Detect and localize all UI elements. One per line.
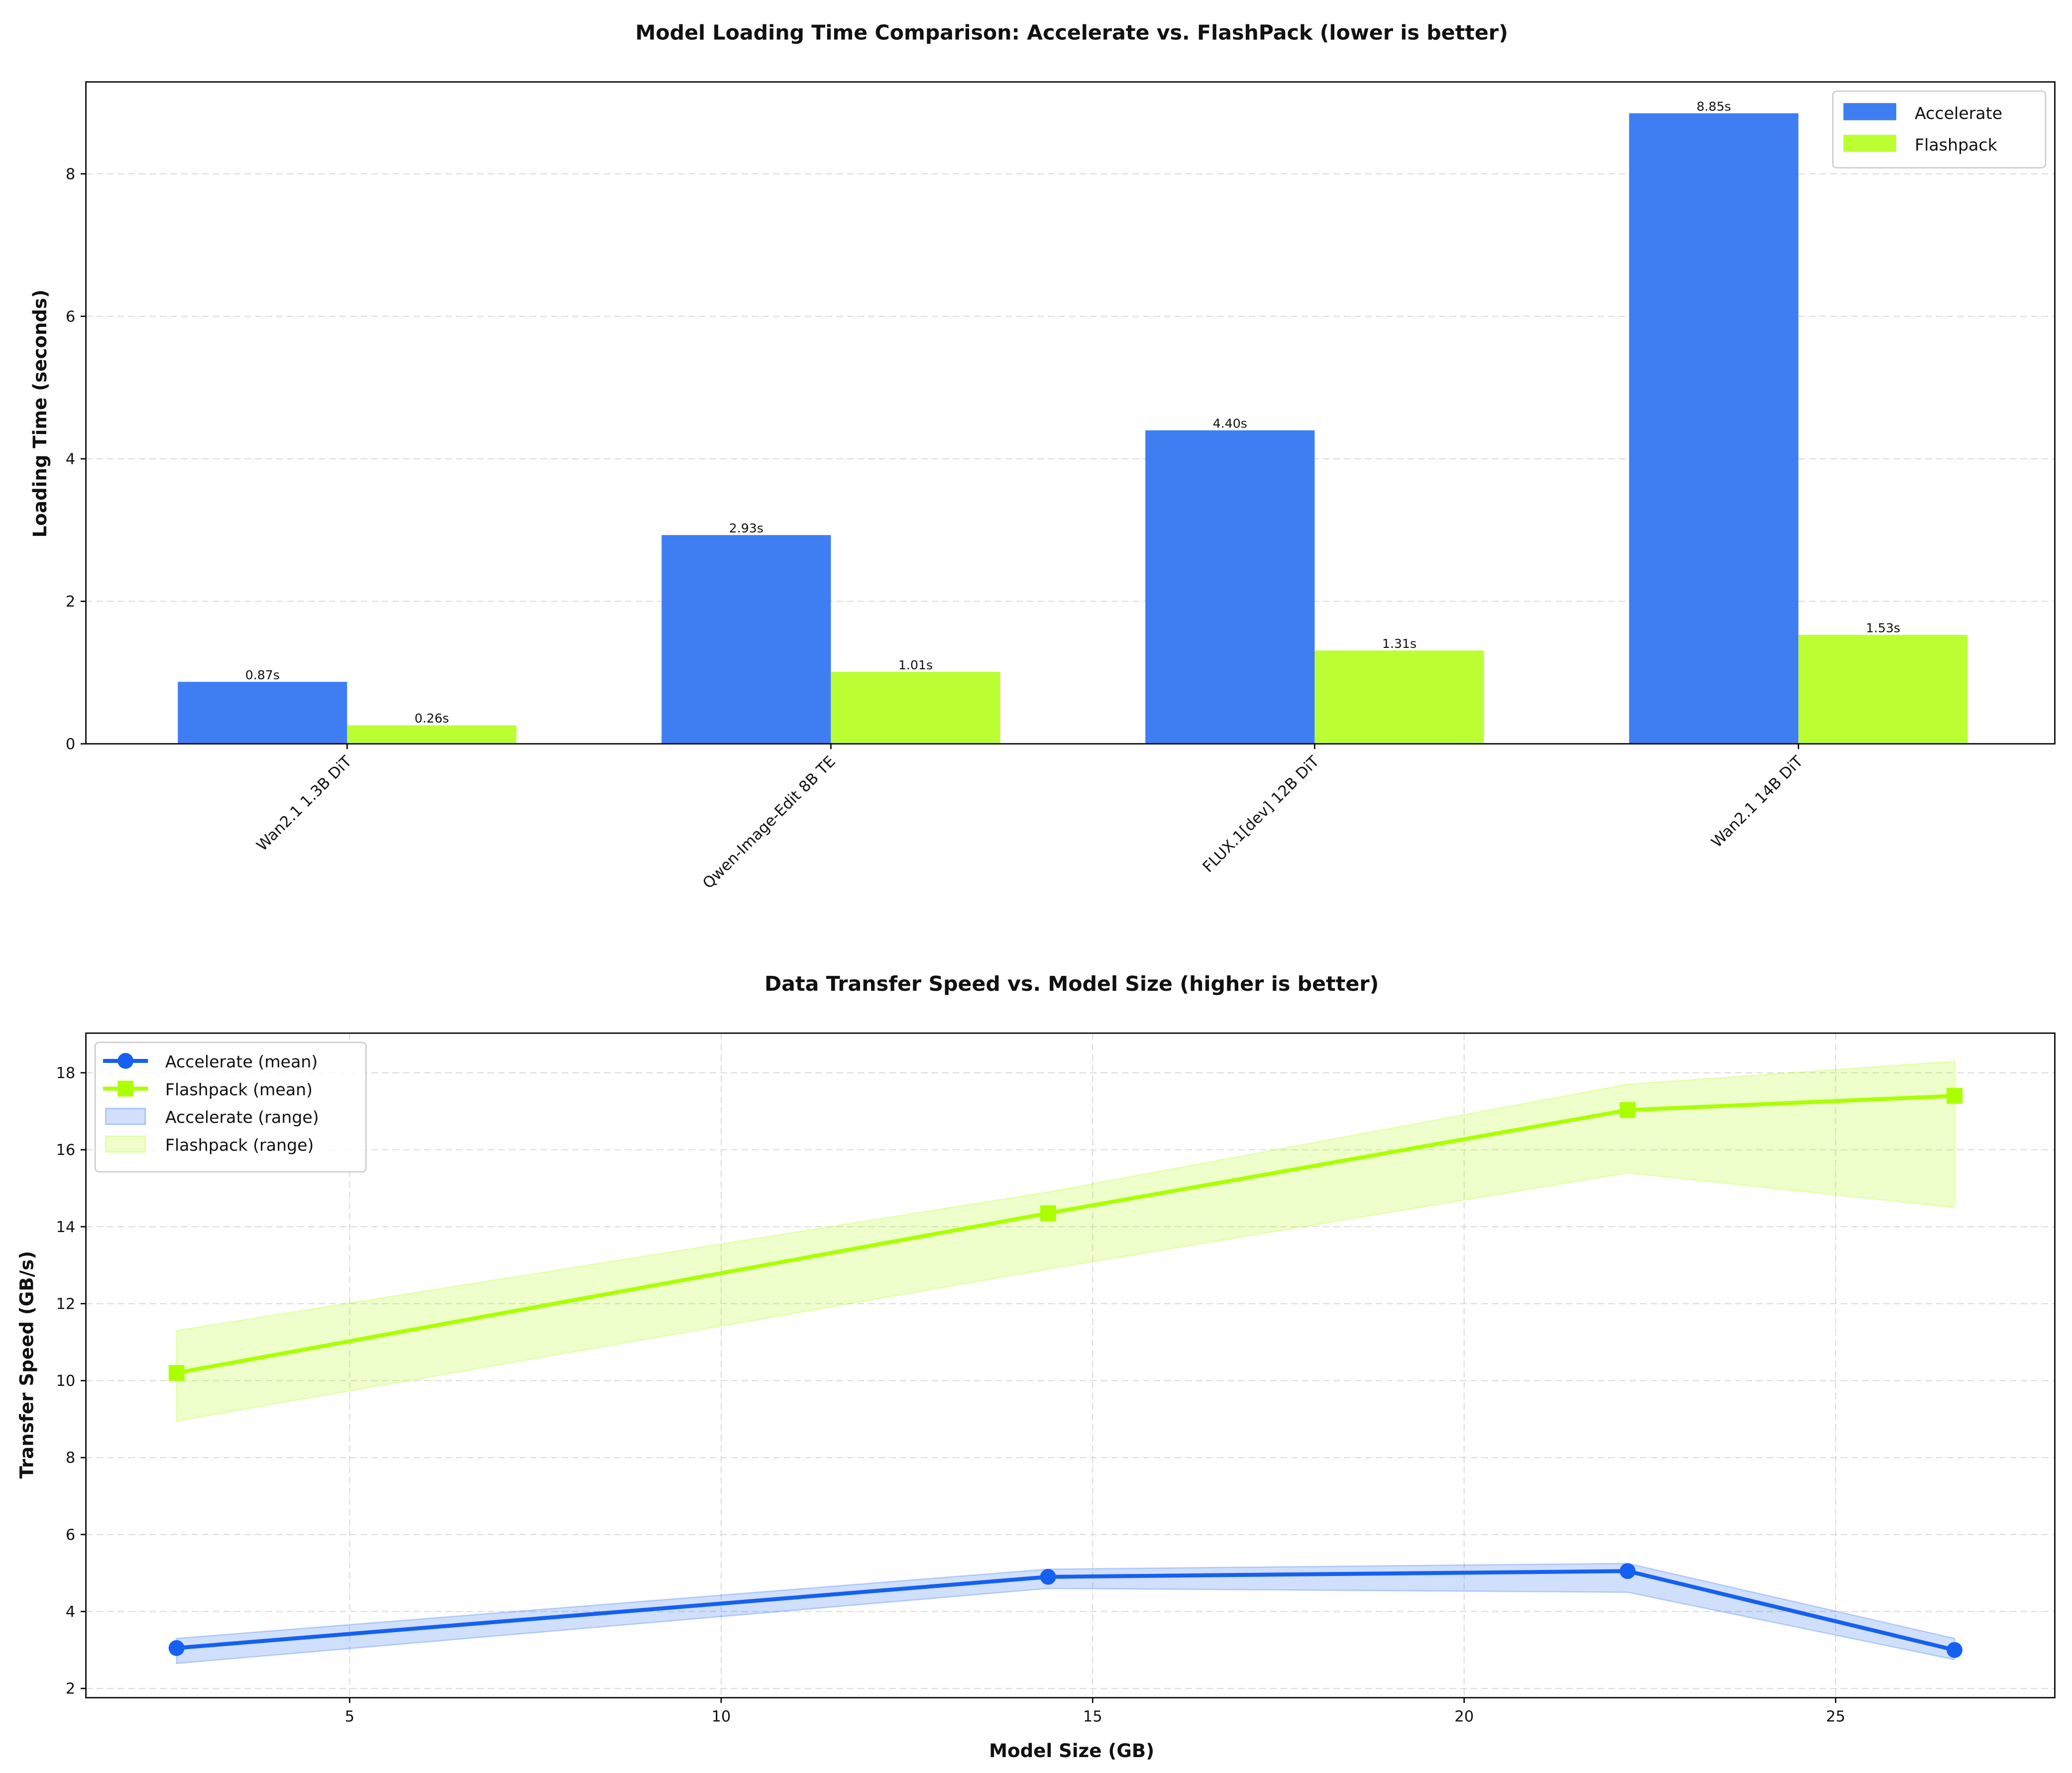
bar-flashpack	[347, 725, 517, 744]
legend-label: Flashpack	[1915, 135, 1998, 155]
legend-label: Flashpack (mean)	[165, 1080, 313, 1099]
legend-box	[1832, 90, 2047, 169]
y-tick-label: 8	[66, 166, 75, 183]
data-point	[1620, 1563, 1636, 1579]
legend-marker	[117, 1053, 134, 1069]
data-point	[1947, 1642, 1963, 1658]
x-tick-label: 5	[345, 1708, 354, 1725]
legend-swatch	[1843, 134, 1896, 152]
data-point	[1620, 1102, 1636, 1118]
data-label: 1.53s	[1866, 621, 1900, 635]
x-tick-label: 10	[711, 1708, 731, 1725]
legend-label: Accelerate (mean)	[165, 1052, 318, 1071]
y-tick-label: 4	[66, 1603, 75, 1621]
x-tick-label: 25	[1826, 1708, 1846, 1725]
range-band	[176, 1563, 1956, 1665]
plot-frame	[85, 1032, 2056, 1698]
y-axis-label-top: Loading Time (seconds)	[29, 290, 51, 538]
y-tick-label: 0	[66, 735, 75, 753]
bar-flashpack	[1798, 634, 1968, 744]
legend-swatch	[1843, 103, 1896, 120]
bar-chart: 0 2 4 6 8 0.87s 2.93s 4.40s 8.85s 0.26s 1.01s 1.31s…	[66, 81, 2056, 892]
y-tick-label: 14	[56, 1219, 75, 1236]
data-point	[168, 1365, 185, 1381]
series-line	[176, 1094, 1955, 1375]
bar-accelerate	[178, 682, 347, 744]
data-label: 0.26s	[415, 711, 449, 726]
range-band	[176, 1060, 1956, 1422]
x-tick-label: FLUX.1[dev] 12B DiT	[1200, 753, 1323, 876]
legend: Accelerate (mean) Flashpack (mean) Acceler…	[94, 1042, 367, 1173]
data-label: 4.40s	[1213, 416, 1247, 430]
legend-box	[94, 1042, 367, 1173]
data-point	[1040, 1568, 1056, 1585]
bar-flashpack	[1314, 650, 1484, 744]
data-point	[1947, 1088, 1963, 1104]
x-axis-label-bottom: Model Size (GB)	[989, 1740, 1154, 1762]
data-label: 0.87s	[245, 668, 280, 682]
y-tick-label: 2	[66, 593, 75, 611]
legend-label: Accelerate (range)	[165, 1108, 319, 1127]
legend-marker	[117, 1080, 134, 1097]
y-axis-label-bottom: Transfer Speed (GB/s)	[16, 1251, 37, 1479]
chart-title-bottom: Data Transfer Speed vs. Model Size (high…	[764, 972, 1379, 996]
x-tick-label: Wan2.1 14B DiT	[1708, 753, 1807, 851]
y-tick-label: 16	[56, 1142, 75, 1159]
line-chart: 5 10 15 20 25 2 4 6 8 10 12 14 16 18 Accelerate (mean)…	[56, 1032, 2056, 1725]
data-label: 1.31s	[1382, 636, 1417, 651]
plot-frame	[85, 81, 2056, 745]
data-label: 1.01s	[898, 658, 933, 672]
chart-title-top: Model Loading Time Comparison: Accelerat…	[635, 21, 1508, 45]
y-tick-label: 6	[66, 1526, 75, 1544]
y-tick-label: 12	[56, 1295, 75, 1313]
x-tick-label: Qwen-Image-Edit 8B TE	[699, 753, 839, 892]
y-tick-label: 6	[66, 308, 75, 325]
y-tick-label: 2	[66, 1680, 75, 1698]
data-point	[1040, 1205, 1056, 1222]
data-point	[168, 1640, 185, 1656]
bar-flashpack	[831, 672, 1000, 744]
legend-label: Flashpack (range)	[165, 1135, 314, 1154]
y-tick-label: 4	[66, 451, 75, 468]
x-tick-label: 15	[1083, 1708, 1102, 1725]
series-line	[176, 1569, 1955, 1652]
legend-swatch	[105, 1108, 146, 1125]
legend-label: Accelerate	[1915, 104, 2002, 123]
bar-accelerate	[1629, 113, 1799, 744]
bar-accelerate	[661, 535, 831, 744]
data-label: 8.85s	[1697, 99, 1731, 113]
y-tick-label: 18	[56, 1064, 75, 1082]
bar-accelerate	[1145, 430, 1315, 744]
data-label: 2.93s	[729, 521, 763, 535]
x-tick-label: Wan2.1 1.3B DiT	[253, 753, 355, 855]
legend-swatch	[105, 1135, 146, 1153]
y-tick-label: 10	[56, 1372, 75, 1390]
x-tick-label: 20	[1454, 1708, 1474, 1725]
y-tick-label: 8	[66, 1450, 75, 1467]
legend: Accelerate Flashpack	[1832, 90, 2047, 169]
